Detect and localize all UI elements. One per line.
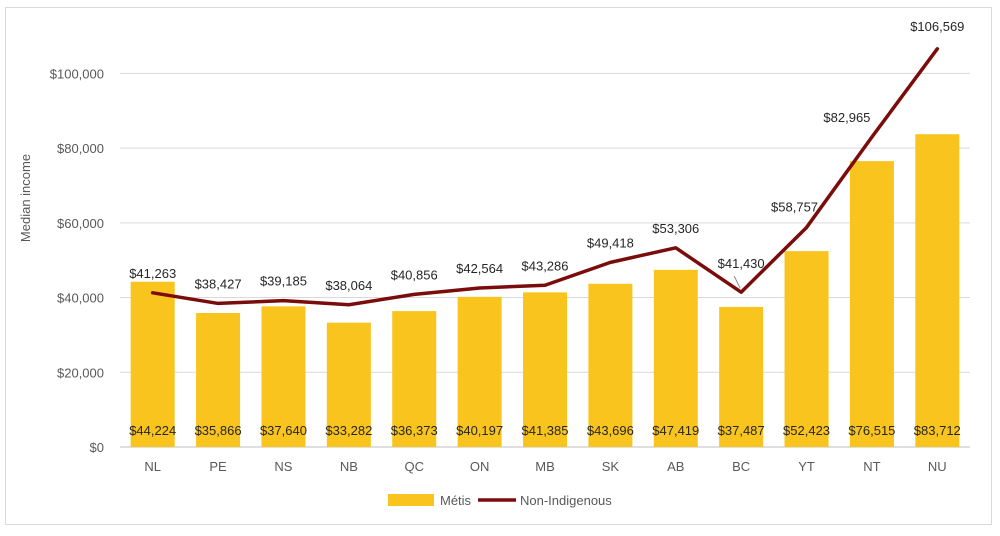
x-tick-label: NU — [928, 459, 947, 474]
line-label-on: $42,564 — [456, 261, 503, 276]
line-label-ns: $39,185 — [260, 274, 307, 289]
bar-yt — [784, 251, 829, 447]
y-axis-ticks: $0 $20,000 $40,000 $60,000 $80,000 $100,000 — [50, 66, 104, 455]
bar-label-sk: $43,696 — [587, 423, 634, 438]
line-label-nu: $106,569 — [910, 19, 964, 34]
x-tick-label: QC — [404, 459, 424, 474]
x-tick-label: YT — [798, 459, 815, 474]
line-label-ab: $53,306 — [652, 221, 699, 236]
bar-nb — [326, 322, 371, 447]
line-label-nl: $41,263 — [129, 266, 176, 281]
bar-label-nb: $33,282 — [325, 423, 372, 438]
line-label-sk: $49,418 — [587, 235, 634, 250]
x-tick-label: NS — [274, 459, 292, 474]
legend-label-metis: Métis — [440, 493, 472, 508]
bar-nu — [915, 134, 960, 447]
bar-qc — [392, 311, 437, 447]
bar-label-nu: $83,712 — [914, 423, 961, 438]
x-tick-label: NL — [144, 459, 161, 474]
x-tick-label: AB — [667, 459, 684, 474]
non-indigenous-line — [150, 47, 940, 307]
bar-label-yt: $52,423 — [783, 423, 830, 438]
bar-label-qc: $36,373 — [391, 423, 438, 438]
y-tick-label: $0 — [90, 440, 104, 455]
line-label-yt: $58,757 — [771, 199, 818, 214]
leader-line-bc — [733, 275, 741, 289]
y-axis-title: Median income — [18, 154, 33, 242]
x-tick-label: BC — [732, 459, 750, 474]
line-non-indigenous — [150, 47, 940, 307]
bar-label-mb: $41,385 — [522, 423, 569, 438]
non-indigenous-data-labels: $41,263 $38,427 $39,185 $38,064 $40,856 $42,5… — [129, 19, 964, 293]
bar-sk — [588, 283, 633, 447]
bar-label-pe: $35,866 — [195, 423, 242, 438]
line-label-mb: $43,286 — [522, 258, 569, 273]
legend-label-non-indigenous: Non-Indigenous — [520, 493, 612, 508]
y-tick-label: $40,000 — [57, 291, 104, 306]
y-tick-label: $80,000 — [57, 141, 104, 156]
bar-label-ab: $47,419 — [652, 423, 699, 438]
line-label-pe: $38,427 — [195, 276, 242, 291]
x-tick-label: NB — [340, 459, 358, 474]
bar-pe — [196, 312, 241, 447]
bar-nt — [849, 161, 894, 448]
bar-label-ns: $37,640 — [260, 423, 307, 438]
line-label-nb: $38,064 — [325, 278, 372, 293]
bar-label-bc: $37,487 — [718, 423, 765, 438]
x-tick-label: MB — [535, 459, 555, 474]
legend: Métis Non-Indigenous — [388, 493, 612, 508]
x-tick-label: PE — [209, 459, 227, 474]
y-tick-label: $20,000 — [57, 365, 104, 380]
bar-bc — [719, 306, 764, 447]
line-label-nt: $82,965 — [823, 110, 870, 125]
legend-swatch-metis — [388, 494, 434, 506]
metis-data-labels: $44,224 $35,866 $37,640 $33,282 $36,373 $40,1… — [129, 423, 961, 438]
metis-bars — [130, 134, 960, 448]
bar-label-nl: $44,224 — [129, 423, 176, 438]
x-tick-label: NT — [863, 459, 880, 474]
bar-label-nt: $76,515 — [848, 423, 895, 438]
x-axis-ticks: NL PE NS NB QC ON MB SK AB BC YT NT NU — [144, 459, 946, 474]
x-tick-label: ON — [470, 459, 490, 474]
y-tick-label: $60,000 — [57, 216, 104, 231]
bar-ns — [261, 306, 306, 447]
line-label-bc: $41,430 — [718, 256, 765, 271]
bar-nl — [130, 281, 175, 447]
bar-on — [457, 296, 502, 447]
line-label-qc: $40,856 — [391, 267, 438, 282]
bar-ab — [653, 269, 698, 447]
bar-mb — [523, 292, 567, 447]
x-tick-label: SK — [602, 459, 620, 474]
y-tick-label: $100,000 — [50, 66, 104, 81]
bar-label-on: $40,197 — [456, 423, 503, 438]
